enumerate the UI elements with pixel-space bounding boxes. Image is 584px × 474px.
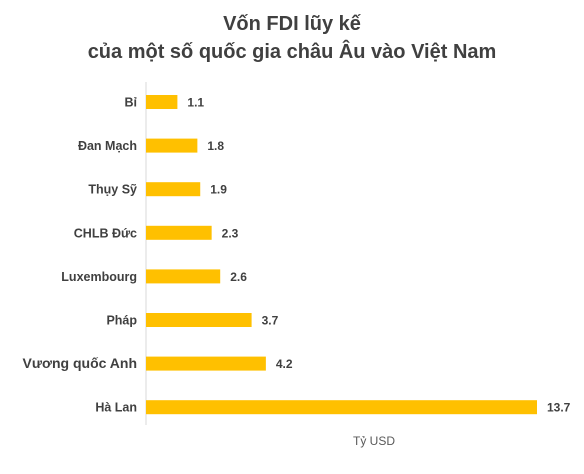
x-axis-label: Tỷ USD <box>353 434 395 448</box>
category-label-3: CHLB Đức <box>74 226 137 240</box>
data-label-1: 1.8 <box>207 139 224 153</box>
bar-2 <box>146 182 201 197</box>
bar-4 <box>146 269 221 284</box>
data-label-6: 4.2 <box>276 357 293 371</box>
category-label-7: Hà Lan <box>95 401 137 415</box>
category-label-2: Thụy Sỹ <box>88 183 137 197</box>
category-label-1: Đan Mạch <box>78 139 137 153</box>
bar-3 <box>146 225 212 240</box>
chart-title-line-2: của một số quốc gia châu Âu vào Việt Nam <box>87 41 497 63</box>
category-label-5: Pháp <box>106 314 137 328</box>
bar-6 <box>146 356 266 371</box>
data-label-2: 1.9 <box>210 183 227 197</box>
bar-1 <box>146 138 198 153</box>
data-label-0: 1.1 <box>187 96 204 110</box>
bar-5 <box>146 313 252 327</box>
data-label-7: 13.7 <box>547 401 571 415</box>
category-label-4: Luxembourg <box>61 270 137 284</box>
chart-title-line-1: Vốn FDI lũy kế <box>223 13 361 35</box>
bar-7 <box>146 400 537 415</box>
category-label-0: Bỉ <box>125 96 138 110</box>
category-label-6: Vương quốc Anh <box>23 355 137 371</box>
data-label-4: 2.6 <box>230 270 247 284</box>
data-label-5: 3.7 <box>262 314 279 328</box>
data-label-3: 2.3 <box>222 226 239 240</box>
bar-0 <box>146 95 178 109</box>
